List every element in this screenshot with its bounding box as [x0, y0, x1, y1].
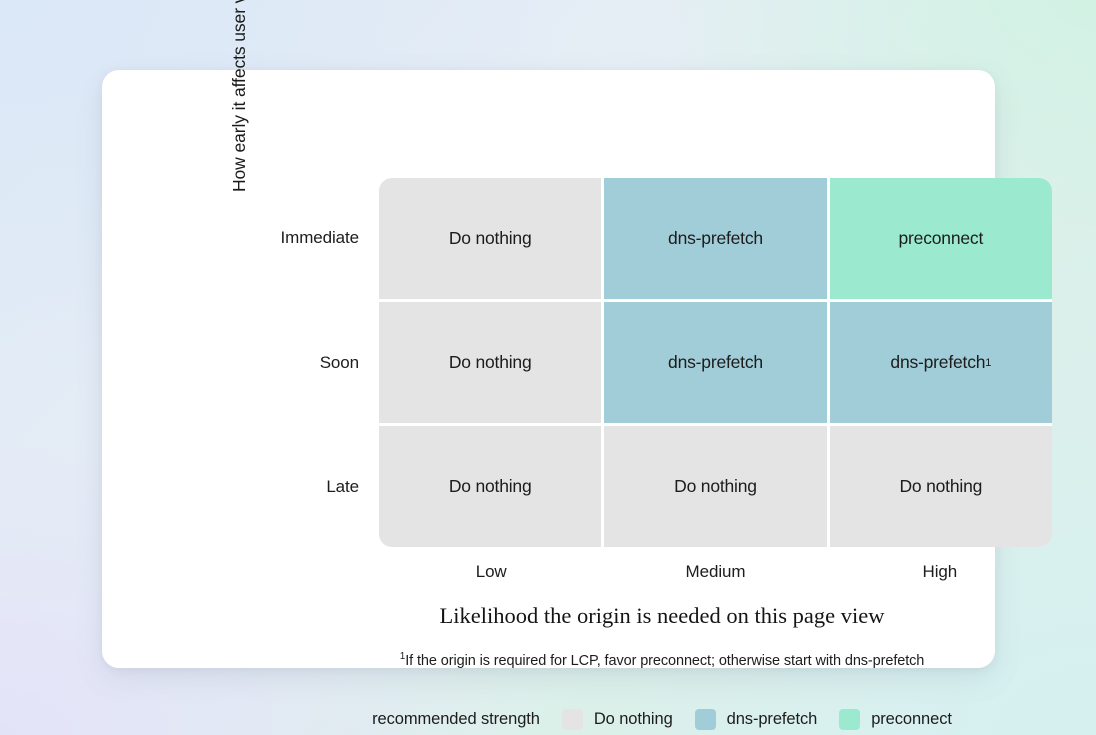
legend-item: preconnect	[839, 708, 952, 730]
legend-label: preconnect	[871, 709, 952, 728]
matrix-cell: Do nothing	[379, 178, 602, 299]
matrix-cell: dns-prefetch	[604, 178, 827, 299]
matrix-cell-label: Do nothing	[674, 476, 757, 496]
matrix-cell-label: dns-prefetch	[668, 228, 763, 248]
legend-swatch	[839, 708, 861, 730]
chart-card: How early it affects user visible conten…	[102, 0, 1052, 730]
matrix-cell-label: dns-prefetch	[890, 352, 986, 372]
matrix-cell-label: Do nothing	[448, 228, 532, 248]
matrix-cell: dns-prefetch 1	[829, 302, 1052, 423]
y-axis-tick-labels: Immediate Soon Late	[144, 178, 360, 547]
chart-footnote: 1If the origin is required for LCP, favo…	[282, 651, 1042, 669]
matrix-cell-label: Do nothing	[899, 476, 983, 496]
x-axis-tick-medium: Medium	[685, 562, 746, 581]
matrix-cell: Do nothing	[379, 426, 602, 547]
matrix-cell-label: preconnect	[898, 228, 984, 248]
matrix-cell-label: Do nothing	[448, 352, 532, 372]
y-axis-tick-late: Late	[326, 477, 359, 496]
y-axis-tick-soon: Soon	[319, 353, 359, 372]
x-axis-tick-high: High	[922, 562, 958, 581]
matrix-cell: dns-prefetch	[604, 302, 827, 423]
legend-item: Do nothing	[561, 708, 673, 730]
matrix-cell: Do nothing	[829, 426, 1052, 547]
x-axis-tick-labels: Low Medium High	[379, 562, 1052, 582]
matrix-cell: Do nothing	[379, 302, 602, 423]
matrix-cell-label: Do nothing	[448, 476, 532, 496]
footnote-marker: 1	[399, 651, 406, 663]
x-axis-tick-low: Low	[475, 562, 507, 581]
legend-item: dns-prefetch	[694, 708, 818, 730]
recommendation-matrix: Do nothing dns-prefetch preconnect Do nothi…	[379, 178, 1052, 547]
legend-label: Do nothing	[593, 709, 673, 728]
legend-swatch	[561, 708, 583, 730]
matrix-cell-label: dns-prefetch	[668, 352, 763, 372]
y-axis-title: How early it affects user visible conten…	[229, 0, 249, 192]
matrix-cell: Do nothing	[604, 426, 827, 547]
matrix-cell: preconnect	[829, 178, 1052, 299]
chart-legend: recommended strength Do nothing dns-prefe…	[282, 707, 1042, 731]
legend-swatch	[694, 708, 716, 730]
legend-label: dns-prefetch	[726, 709, 818, 728]
footnote-text: If the origin is required for LCP, favor…	[405, 653, 925, 669]
y-axis-tick-immediate: Immediate	[280, 228, 360, 247]
legend-title: recommended strength	[372, 709, 540, 728]
x-axis-title: Likelihood the origin is needed on this …	[439, 603, 885, 628]
